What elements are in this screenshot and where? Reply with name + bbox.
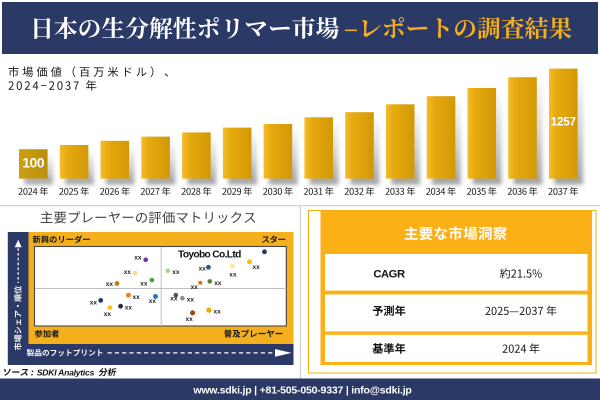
- svg-text:xx: xx: [191, 284, 199, 291]
- svg-text:100: 100: [22, 156, 45, 171]
- svg-text:xx: xx: [149, 298, 157, 305]
- svg-text:xx: xx: [133, 294, 141, 301]
- svg-text:xx: xx: [214, 309, 222, 316]
- svg-text:xx: xx: [104, 311, 112, 318]
- svg-text:xx: xx: [170, 296, 178, 303]
- svg-text:xx: xx: [253, 264, 261, 271]
- svg-text:xx: xx: [125, 305, 133, 312]
- svg-text:xx: xx: [134, 254, 142, 261]
- svg-text:xx: xx: [124, 269, 132, 276]
- svg-text:xx: xx: [90, 300, 98, 307]
- svg-text:xx: xx: [172, 269, 180, 276]
- svg-text:SDKI Analytics: SDKI Analytics: [37, 367, 95, 377]
- svg-text:xx: xx: [187, 296, 195, 303]
- svg-text:xx: xx: [186, 316, 194, 323]
- svg-text:www.sdki.jp | +81-505-050-9337: www.sdki.jp | +81-505-050-9337 | info@sd…: [192, 384, 411, 396]
- svg-text:CAGR: CAGR: [373, 269, 405, 281]
- svg-text:xx: xx: [199, 265, 207, 272]
- svg-text:1257: 1257: [551, 115, 577, 129]
- svg-text:xx: xx: [229, 271, 237, 278]
- svg-text:xx: xx: [140, 280, 148, 287]
- svg-text:xx: xx: [106, 281, 114, 288]
- svg-text:Toyobo Co.Ltd: Toyobo Co.Ltd: [178, 249, 241, 260]
- svg-text:xx: xx: [214, 280, 222, 287]
